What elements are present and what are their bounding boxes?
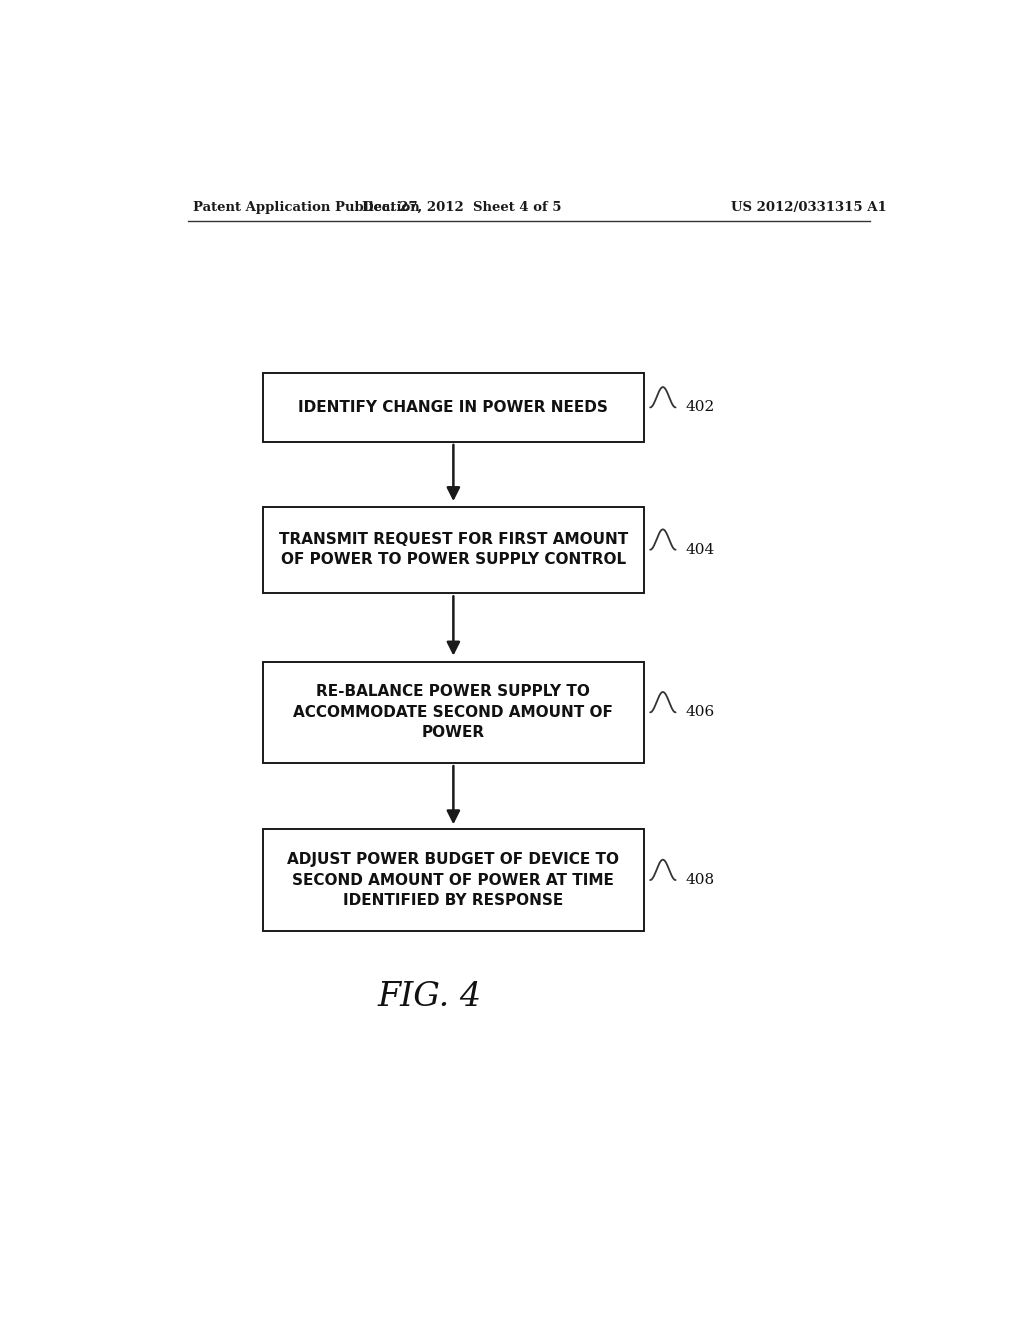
Text: RE-BALANCE POWER SUPPLY TO
ACCOMMODATE SECOND AMOUNT OF
POWER: RE-BALANCE POWER SUPPLY TO ACCOMMODATE S… bbox=[294, 685, 613, 741]
Bar bbox=[263, 507, 644, 593]
Text: 406: 406 bbox=[685, 705, 715, 719]
Text: Patent Application Publication: Patent Application Publication bbox=[194, 201, 420, 214]
Text: IDENTIFY CHANGE IN POWER NEEDS: IDENTIFY CHANGE IN POWER NEEDS bbox=[298, 400, 608, 414]
Bar bbox=[263, 829, 644, 931]
Text: 402: 402 bbox=[685, 400, 715, 414]
Bar bbox=[263, 661, 644, 763]
Text: 408: 408 bbox=[685, 873, 714, 887]
Text: TRANSMIT REQUEST FOR FIRST AMOUNT
OF POWER TO POWER SUPPLY CONTROL: TRANSMIT REQUEST FOR FIRST AMOUNT OF POW… bbox=[279, 532, 628, 568]
Text: 404: 404 bbox=[685, 543, 715, 557]
Text: FIG. 4: FIG. 4 bbox=[378, 981, 481, 1012]
Bar bbox=[263, 372, 644, 442]
Text: Dec. 27, 2012  Sheet 4 of 5: Dec. 27, 2012 Sheet 4 of 5 bbox=[361, 201, 561, 214]
Text: US 2012/0331315 A1: US 2012/0331315 A1 bbox=[731, 201, 887, 214]
Text: ADJUST POWER BUDGET OF DEVICE TO
SECOND AMOUNT OF POWER AT TIME
IDENTIFIED BY RE: ADJUST POWER BUDGET OF DEVICE TO SECOND … bbox=[288, 853, 620, 908]
